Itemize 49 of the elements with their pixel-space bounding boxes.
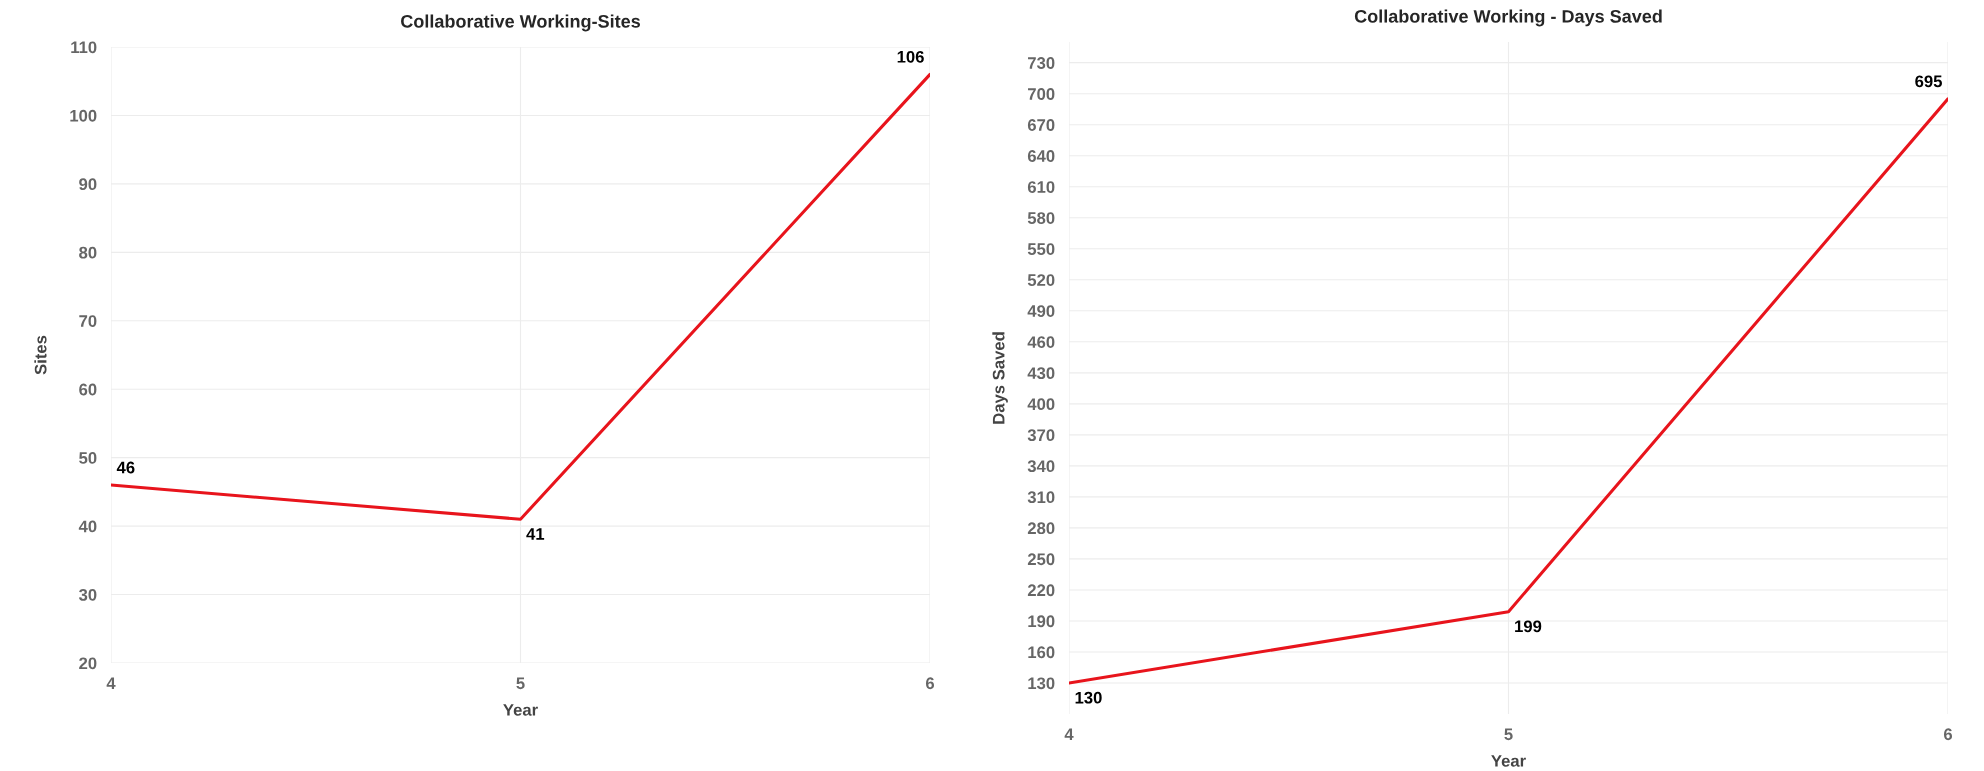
data-label: 41 (526, 528, 545, 540)
y-tick-label: 250 (1027, 553, 1055, 566)
y-tick-label: 100 (70, 109, 97, 122)
chart-title: Collaborative Working-Sites (401, 14, 640, 32)
y-tick-label: 490 (1027, 305, 1055, 317)
y-tick-label: 580 (1027, 212, 1055, 224)
y-tick-label: 700 (1028, 88, 1055, 100)
x-tick-label: 4 (1064, 728, 1074, 740)
chart-title: Collaborative Working - Days Saved (1354, 9, 1662, 27)
y-tick-label: 50 (79, 452, 97, 464)
x-axis-title: Year (1491, 755, 1526, 767)
y-tick-label: 20 (79, 657, 97, 670)
x-tick-label: 6 (1943, 728, 1953, 741)
y-tick-label: 160 (1028, 646, 1055, 659)
y-tick-label: 340 (1027, 460, 1055, 473)
y-tick-label: 400 (1027, 398, 1055, 411)
y-tick-label: 110 (71, 41, 97, 54)
y-tick-label: 640 (1027, 150, 1055, 162)
y-tick-label: 460 (1027, 336, 1055, 349)
y-tick-label: 190 (1028, 615, 1055, 628)
data-label: 199 (1515, 620, 1542, 633)
y-tick-label: 40 (78, 520, 97, 533)
y-tick-label: 370 (1027, 429, 1055, 442)
y-tick-label: 670 (1027, 119, 1055, 131)
y-axis-title: Days Saved (992, 332, 1008, 424)
y-axis-title: Sites (34, 335, 47, 375)
y-tick-label: 280 (1027, 522, 1055, 535)
y-tick-label: 130 (1028, 677, 1055, 690)
y-tick-label: 220 (1027, 584, 1055, 597)
y-tick-label: 430 (1027, 367, 1055, 380)
y-tick-label: 80 (79, 246, 97, 259)
y-tick-label: 520 (1027, 274, 1055, 286)
x-tick-label: 4 (106, 677, 116, 689)
y-tick-label: 550 (1027, 243, 1055, 255)
y-tick-label: 610 (1027, 181, 1055, 193)
y-tick-label: 310 (1027, 491, 1055, 504)
x-tick-label: 5 (516, 677, 525, 690)
data-label: 695 (1915, 75, 1942, 88)
y-tick-label: 70 (79, 315, 97, 327)
y-tick-label: 90 (79, 178, 97, 191)
data-label: 130 (1075, 691, 1102, 704)
x-tick-label: 5 (1504, 728, 1513, 741)
y-tick-label: 30 (78, 588, 97, 601)
y-tick-label: 730 (1028, 57, 1055, 69)
x-tick-label: 6 (925, 677, 935, 690)
y-tick-label: 60 (79, 383, 97, 396)
x-axis-title: Year (503, 704, 538, 716)
data-label: 106 (897, 50, 924, 63)
data-label: 46 (116, 461, 135, 474)
